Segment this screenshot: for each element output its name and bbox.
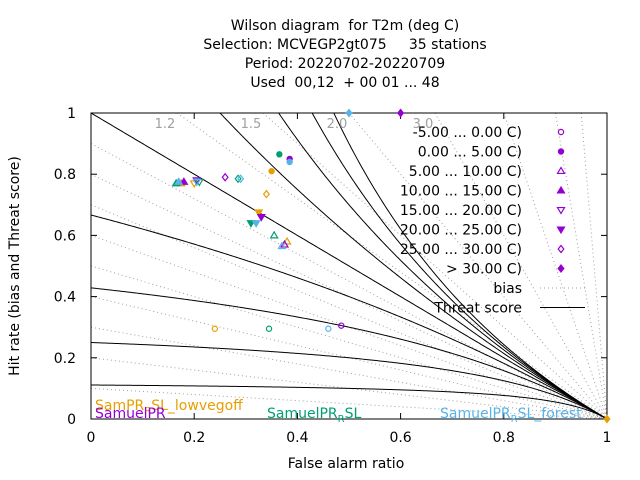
y-tick-label: 0 xyxy=(67,412,76,428)
experiment-label: SamPRRSL_lowvegoff xyxy=(95,398,243,417)
x-tick-label: 0.4 xyxy=(286,430,308,446)
data-point xyxy=(192,177,202,186)
title-line-4: Used 00,12 + 00 01 ... 48 xyxy=(250,75,440,91)
experiment-label: SamuelPRRSL_forest xyxy=(440,406,582,425)
legend-label: 20.00 ... 25.00 C) xyxy=(400,223,522,239)
data-point xyxy=(192,178,202,187)
data-point xyxy=(256,213,266,222)
legend-marker xyxy=(557,264,565,273)
threat-score-curve xyxy=(278,113,607,419)
data-point xyxy=(221,172,229,182)
y-tick-label: 0.2 xyxy=(54,351,76,367)
experiment-label: SamuelPRRSL xyxy=(267,406,361,425)
data-points xyxy=(171,108,611,424)
legend-label: 0.00 ... 5.00 C) xyxy=(418,145,522,161)
data-point xyxy=(286,158,293,166)
data-point xyxy=(174,177,184,185)
y-axis-title: Hit rate (bias and Threat score) xyxy=(7,156,23,376)
data-point xyxy=(246,220,256,228)
threat-score-curve xyxy=(311,113,607,419)
data-point xyxy=(397,108,405,118)
legend-marker xyxy=(557,244,565,254)
y-tick-label: 1 xyxy=(67,106,76,122)
bias-line xyxy=(91,234,607,419)
x-tick-label: 0.2 xyxy=(183,430,205,446)
data-point xyxy=(345,108,353,118)
threat-score-curve xyxy=(91,214,607,419)
legend-marker xyxy=(557,128,565,136)
x-axis-title: False alarm ratio xyxy=(287,456,405,472)
data-point xyxy=(603,414,611,424)
threat-score-curve xyxy=(91,342,607,419)
x-tick-label: 0.8 xyxy=(493,430,515,446)
axis-ticks: 0 0.2 0.4 0.6 0.8 1 0 0.2 0.4 0.6 0.8 1 xyxy=(54,106,612,446)
bias-line xyxy=(554,113,607,419)
data-point xyxy=(211,325,219,332)
y-tick-label: 0.8 xyxy=(54,167,76,183)
legend-marker xyxy=(556,166,566,175)
chart-title: Wilson diagram for T2m (deg C) Selection… xyxy=(0,17,640,93)
title-line-3: Period: 20220702-20220709 xyxy=(244,56,446,72)
legend: -5.00 ... 0.00 C) 0.00 ... 5.00 C) 5.00 ..… xyxy=(400,125,585,317)
data-point xyxy=(325,325,332,332)
x-tick-label: 0 xyxy=(87,430,96,446)
experiment-label: SamuelPR xyxy=(95,406,166,422)
data-point xyxy=(282,236,292,245)
data-point xyxy=(276,151,283,158)
bias-label: 2.0 xyxy=(327,117,348,132)
data-point xyxy=(265,325,273,332)
legend-marker xyxy=(557,148,565,155)
data-point xyxy=(254,209,264,218)
x-tick-label: 0.6 xyxy=(389,430,411,446)
y-tick-label: 0.6 xyxy=(54,228,76,244)
legend-label: 15.00 ... 20.00 C) xyxy=(400,203,522,219)
legend-marker xyxy=(556,226,566,235)
bias-label: 1.5 xyxy=(241,117,262,132)
bias-labels: 1.2 1.5 2.0 3.0 xyxy=(155,117,434,132)
threat-score-curve xyxy=(91,113,607,419)
data-point xyxy=(237,174,245,184)
data-point xyxy=(338,322,345,329)
bias-line xyxy=(91,296,607,419)
data-point xyxy=(269,230,279,239)
bias-line xyxy=(580,113,607,419)
data-point xyxy=(277,241,287,250)
threat-score-curve xyxy=(91,384,607,419)
bias-line xyxy=(434,113,607,419)
bias-line xyxy=(91,143,607,419)
bias-line xyxy=(91,265,607,419)
data-point xyxy=(234,174,242,184)
data-point xyxy=(262,189,271,199)
y-tick-label: 0.4 xyxy=(54,290,76,306)
title-line-2: Selection: MCVEGP2gt075 35 stations xyxy=(203,37,487,53)
legend-label: 5.00 ... 10.00 C) xyxy=(409,164,522,180)
bias-line xyxy=(262,113,607,419)
bias-label: 3.0 xyxy=(413,117,434,132)
threat-score-lines xyxy=(91,113,607,419)
bias-line xyxy=(348,113,607,419)
legend-label: bias xyxy=(493,281,522,297)
bias-lines xyxy=(91,113,607,419)
legend-label: 25.00 ... 30.00 C) xyxy=(400,242,522,258)
legend-label: -5.00 ... 0.00 C) xyxy=(413,125,522,141)
legend-marker xyxy=(556,185,566,194)
data-point xyxy=(251,220,261,228)
threat-score-curve xyxy=(219,113,607,419)
bias-line xyxy=(91,326,607,419)
bias-label: 1.2 xyxy=(155,117,176,132)
x-tick-label: 1 xyxy=(603,430,612,446)
legend-label: Threat score xyxy=(433,301,522,317)
threat-score-curve xyxy=(91,287,607,419)
threat-score-curve xyxy=(333,113,607,419)
data-point xyxy=(268,167,275,175)
title-line-1: Wilson diagram for T2m (deg C) xyxy=(230,18,460,34)
legend-marker xyxy=(556,206,566,215)
legend-label: > 30.00 C) xyxy=(446,262,522,278)
bias-line xyxy=(176,113,607,419)
legend-label: 10.00 ... 15.00 C) xyxy=(400,184,522,200)
data-point xyxy=(179,177,189,185)
